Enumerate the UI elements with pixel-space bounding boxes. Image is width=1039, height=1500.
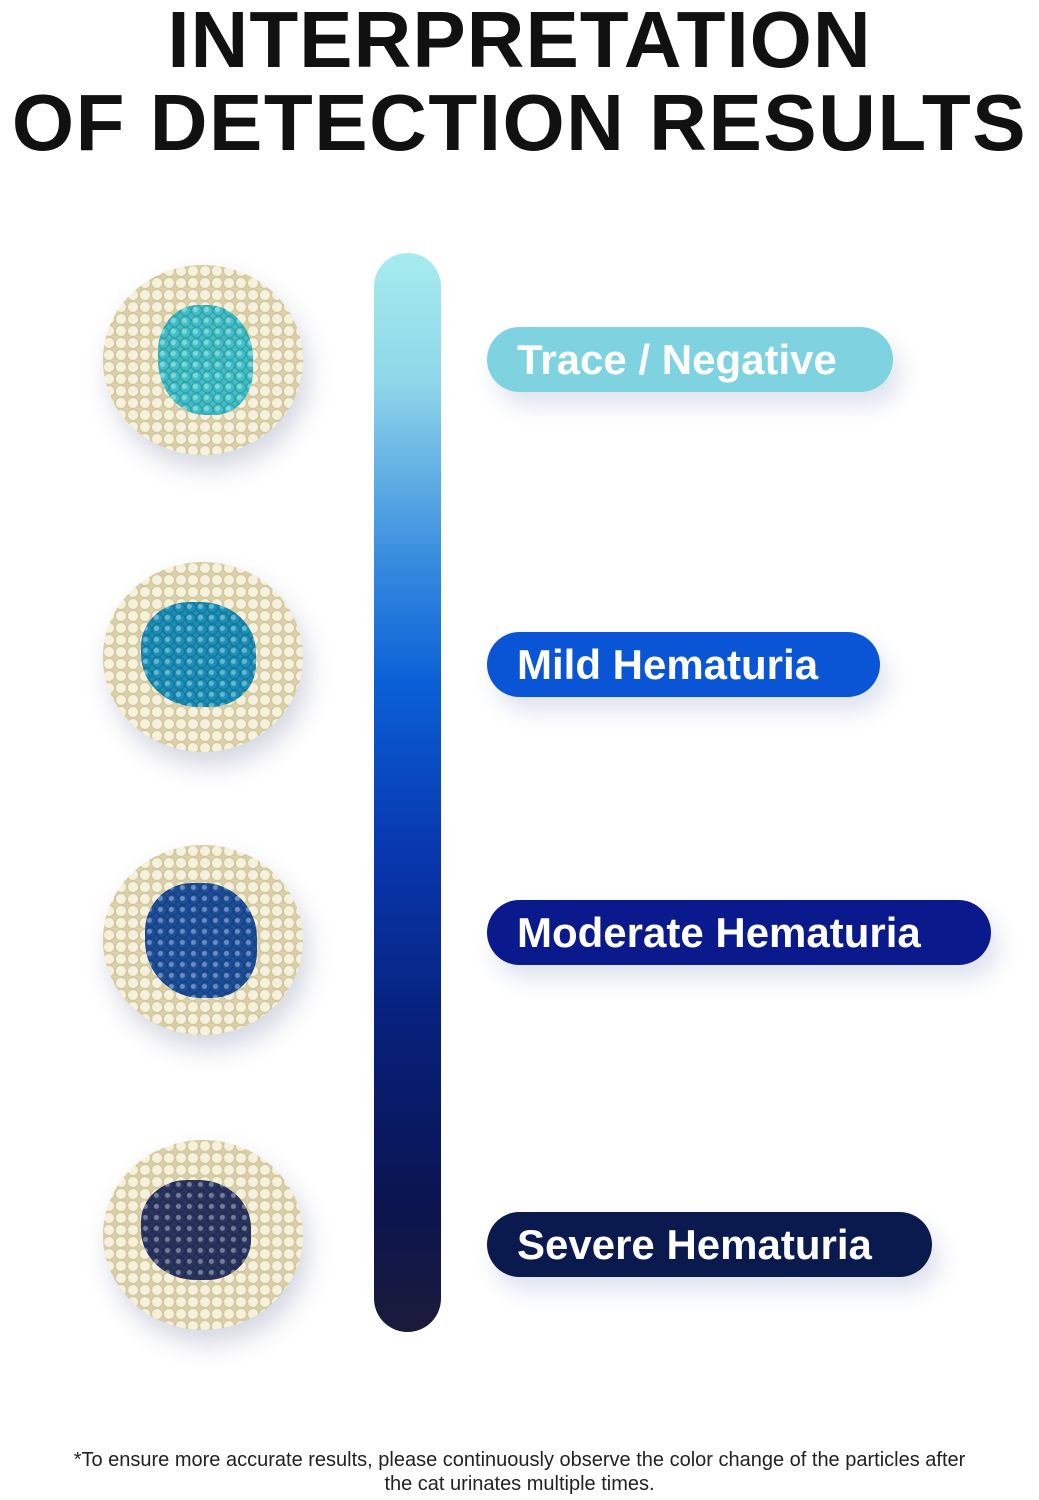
stain xyxy=(141,1180,251,1280)
level-trace-negative: Trace / Negative xyxy=(487,327,893,392)
title-line-1: INTERPRETATION xyxy=(167,0,872,84)
sample-severe-image xyxy=(103,1140,303,1330)
title-line-2: OF DETECTION RESULTS xyxy=(11,78,1028,167)
level-mild-hematuria: Mild Hematuria xyxy=(487,632,880,697)
level-severe-hematuria: Severe Hematuria xyxy=(487,1212,932,1277)
sample-trace-image xyxy=(103,265,303,455)
stain xyxy=(158,305,253,415)
level-moderate-hematuria: Moderate Hematuria xyxy=(487,900,991,965)
footnote: *To ensure more accurate results, please… xyxy=(73,1449,966,1495)
color-scale-bar xyxy=(374,253,441,1332)
stain xyxy=(141,602,256,707)
sample-moderate-image xyxy=(103,845,303,1035)
sample-mild-image xyxy=(103,562,303,752)
stain xyxy=(145,883,257,998)
